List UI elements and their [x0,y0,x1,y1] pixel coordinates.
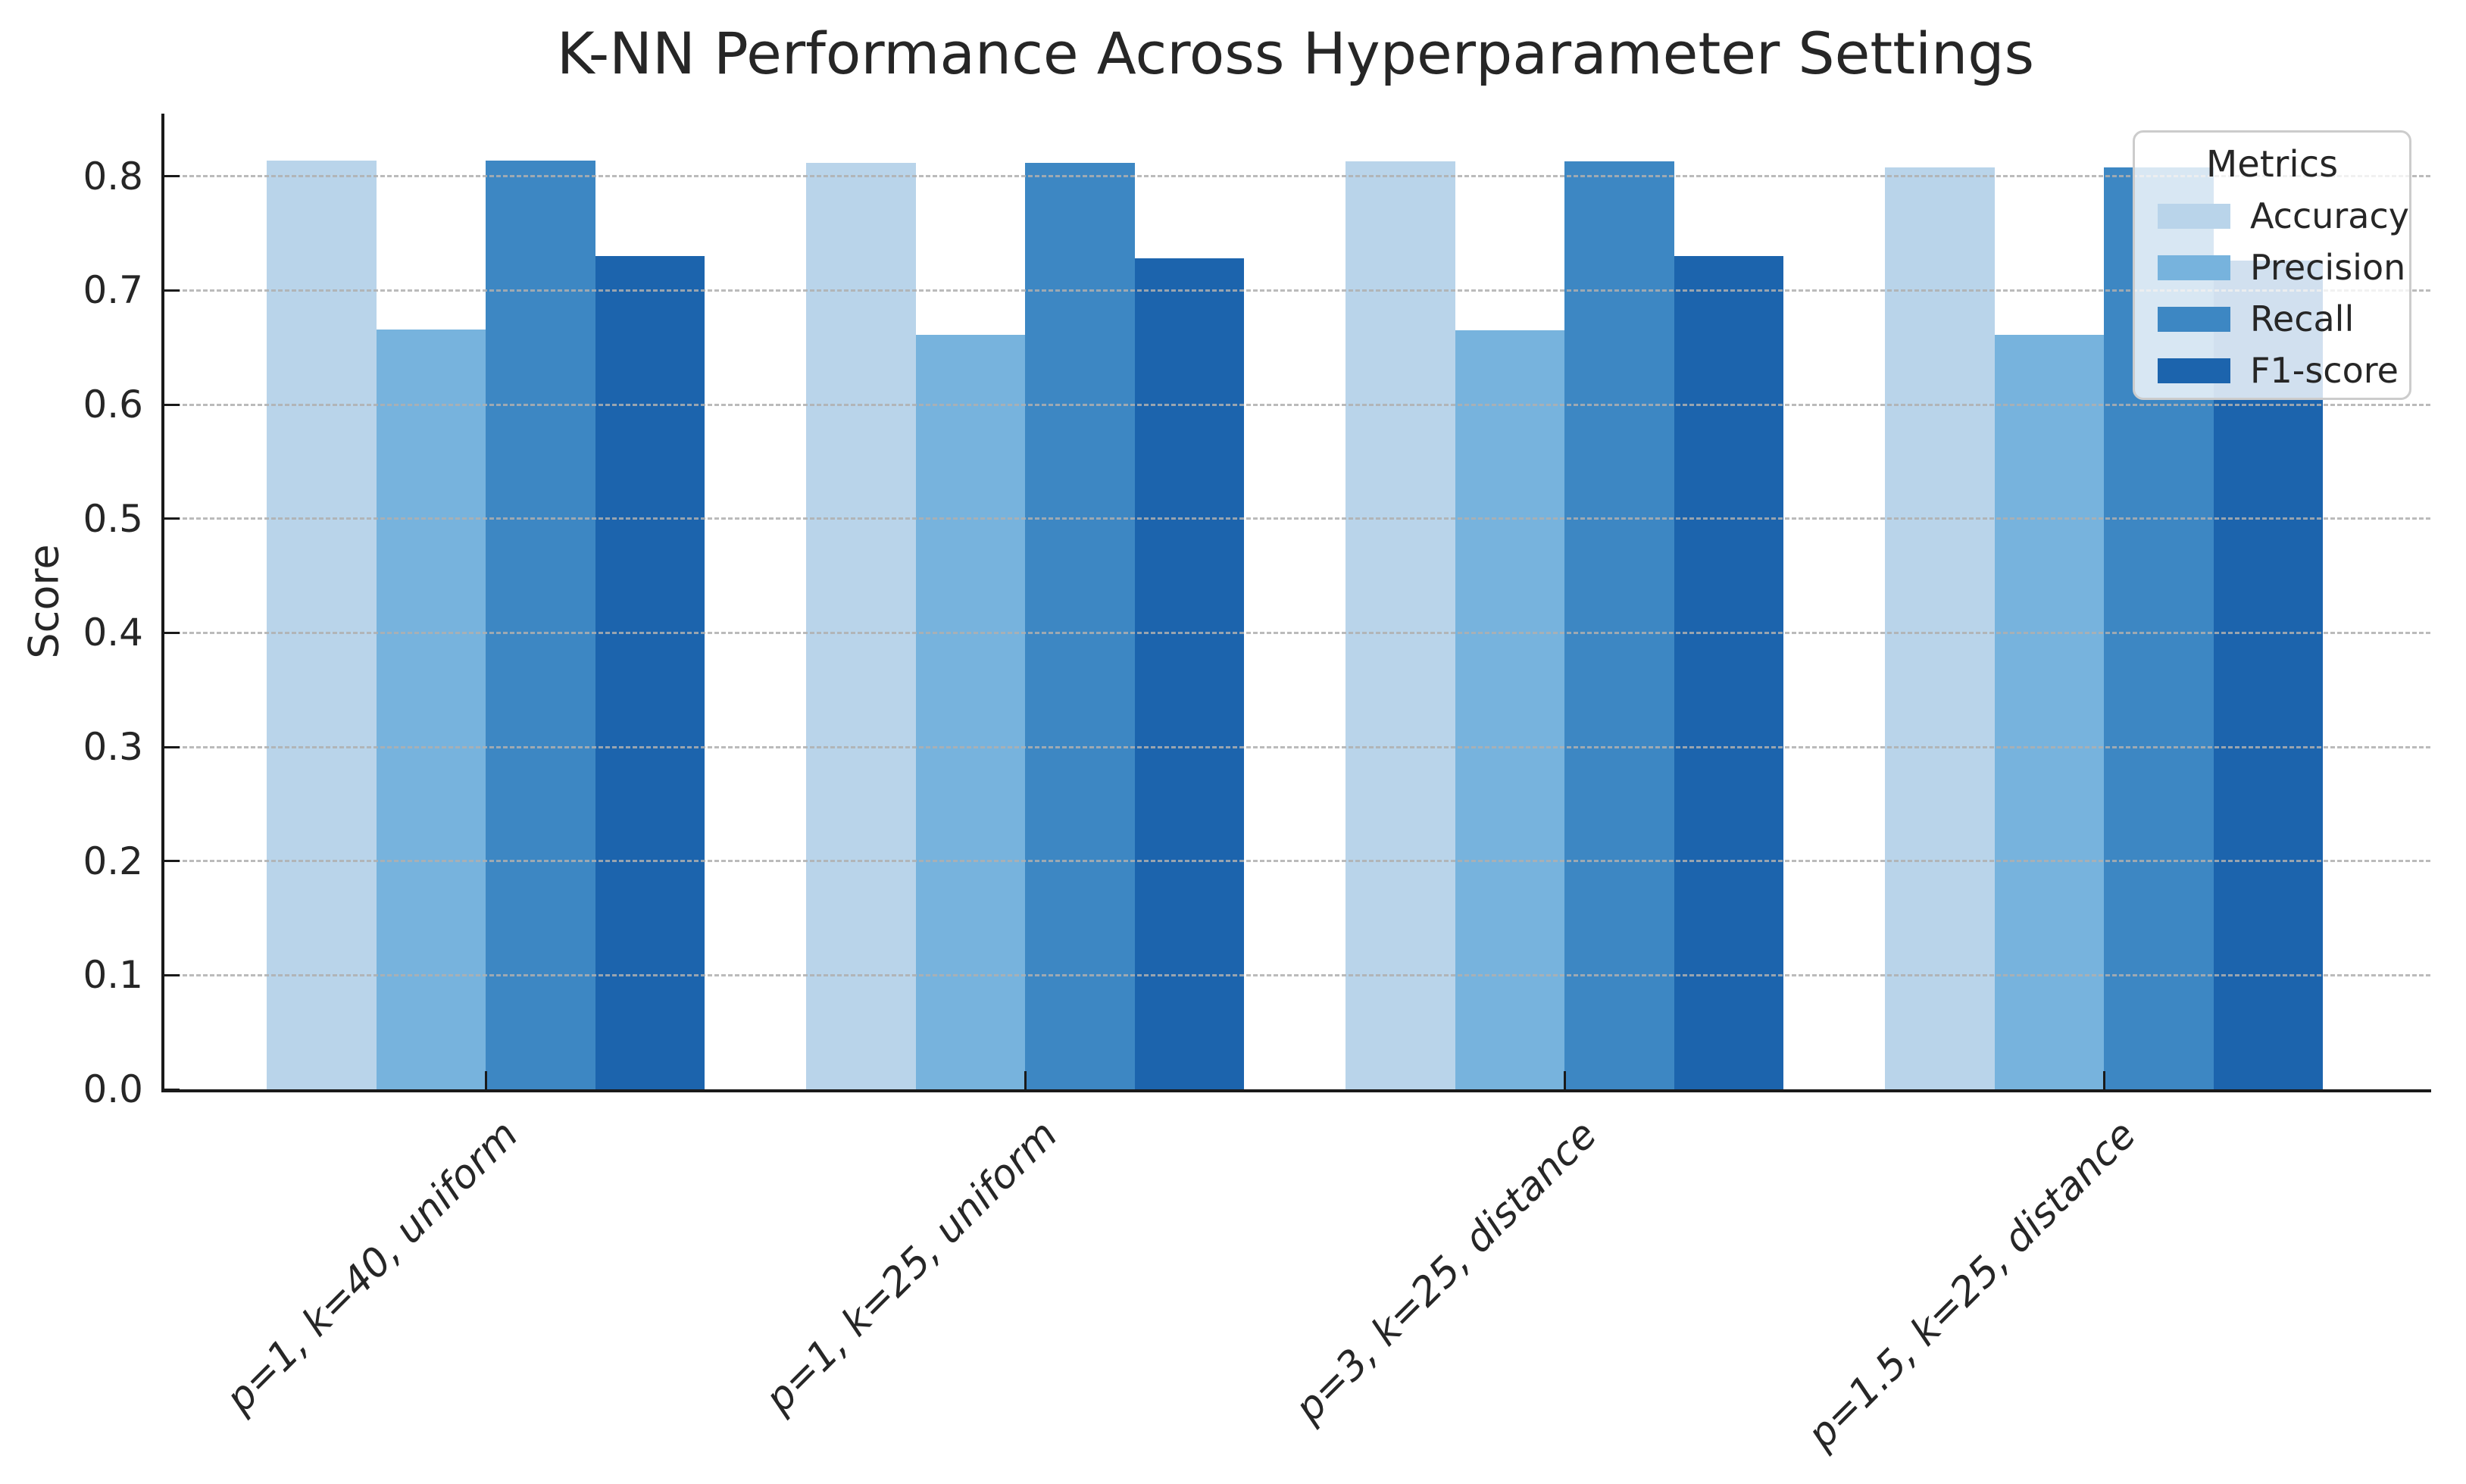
y-tick-mark [161,631,180,634]
y-axis-spine [161,114,164,1092]
y-tick-label: 0.5 [83,496,143,541]
bar-precision-group2 [915,335,1025,1089]
x-tick-label: p=1, k=40, uniform [217,1112,527,1422]
y-tick-label: 0.8 [83,154,143,198]
bar-f1-score-group1 [595,256,705,1089]
bar-precision-group4 [1994,335,2104,1089]
legend-swatch-accuracy [2158,204,2230,229]
y-gridline [162,745,2430,748]
y-tick-label: 0.2 [83,839,143,883]
y-gridline [162,973,2430,976]
legend-title: Metrics [2205,143,2339,186]
legend-label: Recall [2250,298,2355,339]
bar-precision-group1 [376,329,486,1089]
y-tick-label: 0.6 [83,383,143,427]
bar-recall-group1 [486,160,595,1089]
y-gridline [162,631,2430,634]
y-gridline [162,289,2430,292]
x-tick-label: p=1, k=25, uniform [756,1112,1067,1422]
y-tick-mark [161,517,180,520]
y-tick-label: 0.1 [83,953,143,998]
x-tick-mark [1024,1071,1027,1089]
legend-label: Precision [2250,247,2406,288]
bar-accuracy-group3 [1346,161,1455,1089]
y-tick-mark [161,973,180,976]
bar-recall-group2 [1025,162,1135,1089]
y-axis-label: Score [20,544,68,659]
bar-accuracy-group2 [806,162,916,1089]
x-tick-mark [2102,1071,2105,1089]
x-tick-mark [1563,1071,1566,1089]
legend-swatch-f1-score [2158,358,2230,383]
x-tick-mark [484,1071,487,1089]
y-tick-mark [161,1088,180,1091]
x-axis-spine [161,1089,2431,1092]
legend-box: Metrics Accuracy Precision Recall F1-score [2133,130,2411,400]
x-tick-label: p=3, k=25, distance [1286,1112,1606,1432]
legend-swatch-precision [2158,255,2230,280]
y-tick-mark [161,289,180,292]
y-tick-label: 0.4 [83,611,143,655]
y-tick-mark [161,860,180,863]
legend-swatch-recall [2158,307,2230,332]
y-tick-label: 0.3 [83,725,143,770]
y-gridline [162,860,2430,863]
y-tick-mark [161,403,180,406]
chart-title: K-NN Performance Across Hyperparameter S… [556,20,2035,87]
y-gridline [162,403,2430,406]
y-gridline [162,517,2430,520]
y-gridline [162,175,2430,178]
y-tick-mark [161,745,180,748]
bar-accuracy-group1 [267,160,377,1089]
y-tick-label: 0.7 [83,268,143,313]
bar-f1-score-group2 [1134,258,1244,1089]
bar-accuracy-group4 [1885,167,1995,1089]
bar-recall-group3 [1564,161,1674,1089]
y-tick-label: 0.0 [83,1067,143,1111]
x-tick-label: p=1.5, k=25, distance [1799,1112,2146,1458]
legend-label: Accuracy [2250,195,2410,236]
bar-precision-group3 [1455,330,1564,1089]
legend-label: F1-score [2250,350,2399,391]
y-tick-mark [161,175,180,178]
bar-f1-score-group3 [1674,256,1783,1089]
